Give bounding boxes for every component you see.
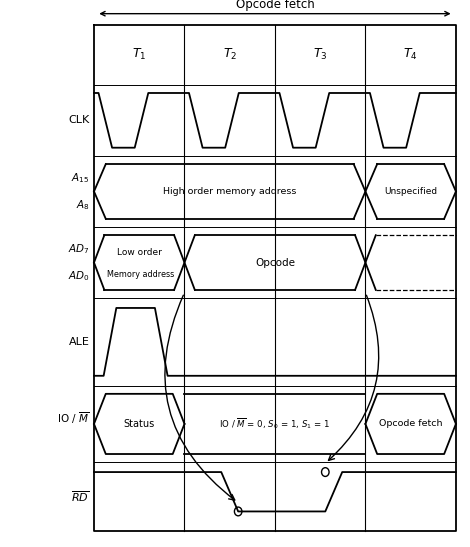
Text: $T_2$: $T_2$ bbox=[223, 47, 237, 62]
Text: $AD_7$: $AD_7$ bbox=[68, 242, 89, 256]
Text: $T_3$: $T_3$ bbox=[313, 47, 328, 62]
Text: $A_8$: $A_8$ bbox=[76, 198, 89, 212]
Text: Low order: Low order bbox=[117, 248, 162, 257]
Text: $A_{15}$: $A_{15}$ bbox=[71, 171, 89, 185]
Text: Opcode fetch: Opcode fetch bbox=[379, 420, 442, 428]
Text: IO / $\overline{M}$ = 0, $S_0$ = 1, $S_1$ = 1: IO / $\overline{M}$ = 0, $S_0$ = 1, $S_1… bbox=[219, 417, 330, 431]
Text: Opcode: Opcode bbox=[255, 258, 295, 267]
Text: CLK: CLK bbox=[68, 115, 89, 125]
Text: IO / $\overline{M}$: IO / $\overline{M}$ bbox=[57, 411, 89, 426]
Text: Unspecified: Unspecified bbox=[384, 187, 437, 196]
Text: High order memory address: High order memory address bbox=[163, 187, 297, 196]
Text: $T_1$: $T_1$ bbox=[132, 47, 147, 62]
Text: Status: Status bbox=[124, 419, 155, 429]
Text: Memory address: Memory address bbox=[107, 270, 174, 279]
Text: $\overline{RD}$: $\overline{RD}$ bbox=[71, 489, 89, 504]
Text: Opcode fetch: Opcode fetch bbox=[235, 0, 314, 11]
Text: ALE: ALE bbox=[69, 337, 89, 347]
Text: $T_4$: $T_4$ bbox=[403, 47, 418, 62]
Text: $AD_0$: $AD_0$ bbox=[68, 269, 89, 283]
